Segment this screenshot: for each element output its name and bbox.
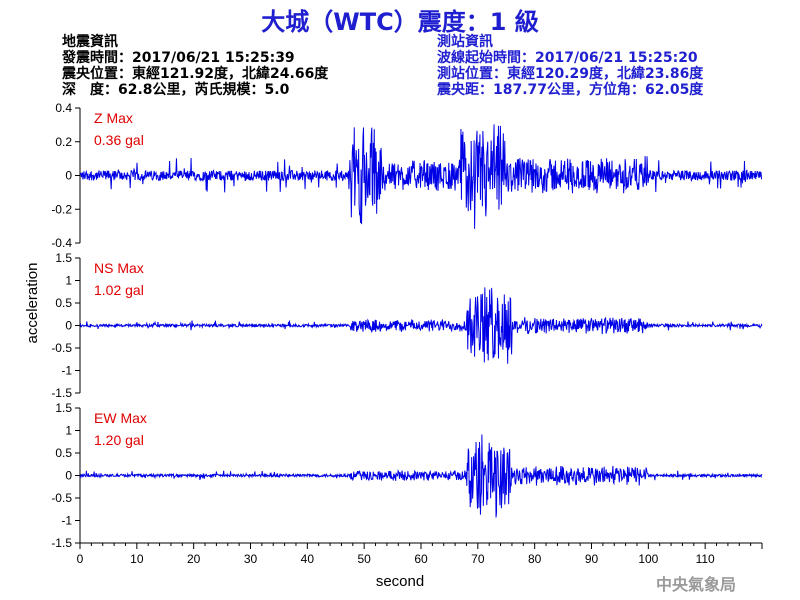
x-tick-label: 0 bbox=[77, 552, 84, 566]
origin-time: 發震時間：2017/06/21 15:25:39 bbox=[62, 50, 295, 66]
station-location: 測站位置：東經120.29度，北緯23.86度 bbox=[437, 66, 704, 82]
max-value-ew: 1.20 gal bbox=[94, 432, 144, 448]
y-tick-label: 1 bbox=[65, 424, 72, 438]
trace-ew bbox=[79, 434, 763, 518]
x-tick-label: 20 bbox=[187, 552, 201, 566]
y-tick-label: -0.4 bbox=[51, 236, 72, 250]
agency-watermark: 中央氣象局 bbox=[656, 575, 737, 594]
y-tick-label: 1.5 bbox=[55, 401, 72, 415]
y-tick-label: 0 bbox=[65, 169, 72, 183]
y-tick-label: 0.5 bbox=[55, 446, 72, 460]
earthquake-info-panel: 地震資訊 發震時間：2017/06/21 15:25:39 震央位置：東經121… bbox=[62, 34, 328, 98]
y-tick-label: -1 bbox=[61, 514, 72, 528]
y-tick-label: 0 bbox=[65, 319, 72, 333]
x-axis-label: second bbox=[376, 573, 424, 590]
epicentral-distance: 震央距：187.77公里，方位角：62.05度 bbox=[437, 82, 704, 98]
x-tick-label: 100 bbox=[638, 552, 658, 566]
station-info-heading: 測站資訊 bbox=[437, 34, 493, 50]
y-tick-label: -1.5 bbox=[51, 386, 72, 400]
x-tick-label: 110 bbox=[696, 552, 715, 566]
x-tick-label: 80 bbox=[528, 552, 542, 566]
max-value-z: 0.36 gal bbox=[94, 132, 144, 148]
y-axis-label: acceleration bbox=[24, 263, 41, 344]
y-tick-label: 0.4 bbox=[55, 101, 72, 115]
max-label-ns: NS Max bbox=[94, 260, 144, 276]
earthquake-info-heading: 地震資訊 bbox=[62, 34, 118, 50]
y-tick-label: 1 bbox=[65, 274, 72, 288]
y-tick-label: -0.5 bbox=[51, 491, 72, 505]
x-tick-label: 60 bbox=[414, 552, 428, 566]
y-tick-label: 0 bbox=[65, 469, 72, 483]
x-tick-label: 10 bbox=[130, 552, 144, 566]
y-tick-label: -0.5 bbox=[51, 341, 72, 355]
x-tick-label: 70 bbox=[471, 552, 485, 566]
y-tick-label: -1.5 bbox=[51, 536, 72, 550]
chart-title: 大城（WTC）震度：1 級 bbox=[261, 8, 539, 36]
max-value-ns: 1.02 gal bbox=[94, 282, 144, 298]
x-tick-label: 90 bbox=[585, 552, 599, 566]
station-info-panel: 測站資訊 波線起始時間：2017/06/21 15:25:20 測站位置：東經1… bbox=[437, 34, 703, 98]
max-label-z: Z Max bbox=[94, 110, 133, 126]
x-tick-label: 30 bbox=[244, 552, 258, 566]
x-tick-label: 50 bbox=[357, 552, 371, 566]
y-tick-label: 0.2 bbox=[55, 135, 72, 149]
max-label-ew: EW Max bbox=[94, 410, 147, 426]
trace-z bbox=[79, 124, 763, 229]
y-tick-label: -1 bbox=[61, 364, 72, 378]
wave-start-time: 波線起始時間：2017/06/21 15:25:20 bbox=[437, 50, 698, 66]
trace-ns bbox=[79, 287, 763, 364]
y-tick-label: 1.5 bbox=[55, 251, 72, 265]
x-tick-label: 40 bbox=[301, 552, 315, 566]
epicenter-location: 震央位置：東經121.92度，北緯24.66度 bbox=[62, 66, 329, 82]
y-tick-label: -0.2 bbox=[51, 202, 72, 216]
y-tick-label: 0.5 bbox=[55, 296, 72, 310]
depth-magnitude: 深 度：62.8公里，芮氏規模：5.0 bbox=[62, 82, 290, 98]
